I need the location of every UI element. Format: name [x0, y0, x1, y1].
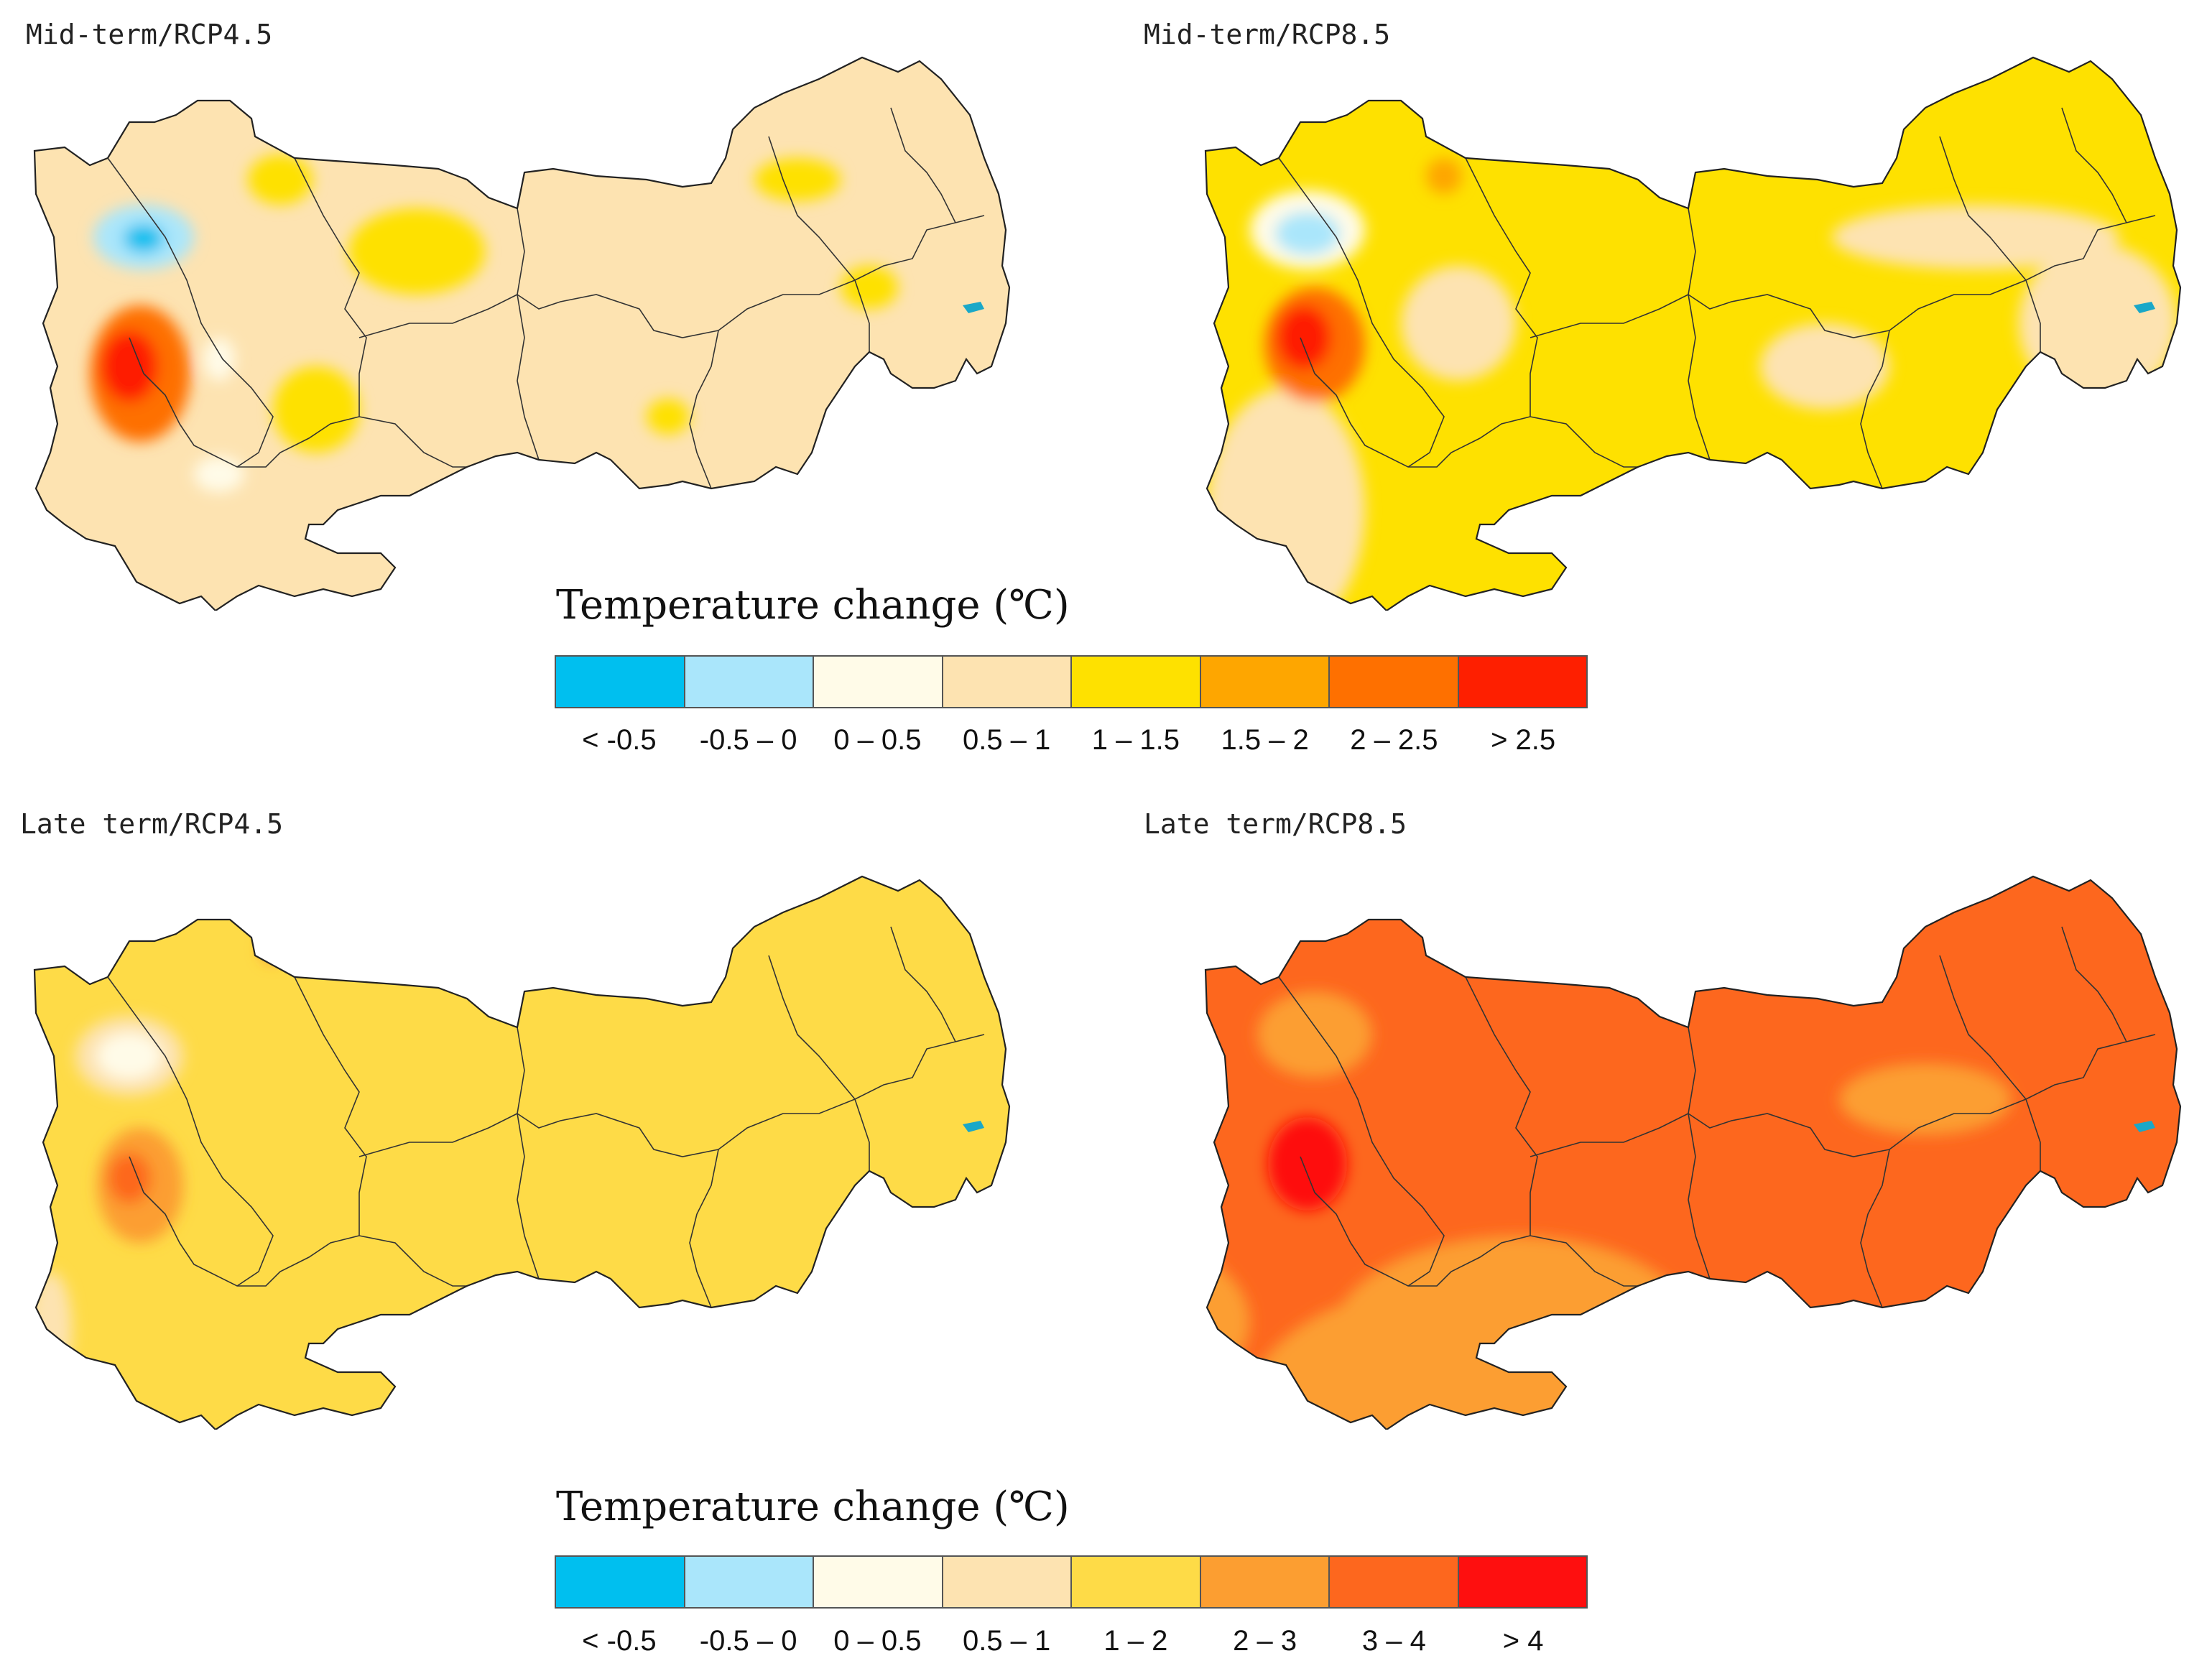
legend-label: > 2.5 [1491, 724, 1556, 756]
temperature-patch [273, 366, 359, 453]
water-body [2134, 1121, 2155, 1132]
temperature-patch [2019, 244, 2177, 402]
legend-swatch [556, 1557, 685, 1607]
temperature-patch [203, 338, 235, 381]
map-late-rcp45 [33, 875, 1011, 1430]
province-borders [1278, 926, 2156, 1308]
legend-title-mid: Temperature change (℃) [556, 582, 1070, 629]
map-outline [33, 56, 1011, 611]
legend-label: 0.5 – 1 [962, 1625, 1051, 1657]
map-region-fill [34, 876, 1009, 1430]
legend-swatch [556, 657, 685, 707]
temperature-patch [34, 1272, 72, 1387]
province-borders [1278, 107, 2156, 489]
legend-swatch [943, 657, 1072, 707]
water-body [2134, 302, 2155, 313]
legend-swatch [1072, 1557, 1201, 1607]
panel-title-late-rcp85: Late term/RCP8.5 [1144, 808, 1407, 840]
water-body [963, 302, 984, 313]
temperature-patch [2033, 1329, 2162, 1430]
temperature-patch [248, 154, 313, 205]
legend-swatch [814, 657, 943, 707]
temperature-patch [1401, 266, 1516, 381]
temperature-patch [1426, 158, 1462, 194]
temperature-patch [348, 208, 485, 295]
water-body [963, 1121, 984, 1132]
legend-label: 1 – 1.5 [1091, 724, 1180, 756]
legend-swatch [1330, 657, 1459, 707]
temperature-patch [101, 330, 158, 402]
map-outline [33, 875, 1011, 1430]
temperature-patch [260, 934, 286, 963]
legend-swatch [1458, 657, 1586, 707]
legend-swatch [814, 1557, 943, 1607]
temperature-patch [1268, 1117, 1347, 1211]
map-mid-rcp85 [1204, 56, 2182, 611]
province-borders [107, 107, 985, 489]
temperature-patch [1839, 1063, 2012, 1135]
temperature-patch [124, 224, 164, 253]
map-outline [1204, 875, 2182, 1430]
legend-labels-late: < -0.5 -0.5 – 0 0 – 0.5 0.5 – 1 1 – 2 2 – 3 3 … [555, 1625, 1588, 1661]
temperature-patch [1275, 212, 1340, 255]
temperature-patch [1760, 323, 1889, 409]
legend-swatch [1200, 1557, 1330, 1607]
legend-swatch [685, 657, 814, 707]
legend-label: 1.5 – 2 [1221, 724, 1309, 756]
panel-title-mid-rcp85: Mid-term/RCP8.5 [1144, 19, 1391, 50]
temperature-patch [108, 1153, 151, 1203]
temperature-patch [1277, 305, 1331, 370]
legend-swatch [1458, 1557, 1586, 1607]
legend-colorbar-late [555, 1555, 1588, 1609]
legend-colorbar-mid [555, 655, 1588, 708]
legend-swatch [1200, 657, 1330, 707]
panel-title-mid-rcp45: Mid-term/RCP4.5 [26, 19, 273, 50]
legend-label: < -0.5 [582, 1625, 657, 1657]
legend-label: -0.5 – 0 [699, 1625, 797, 1657]
legend-title-late: Temperature change (℃) [556, 1484, 1070, 1530]
legend-label: 2 – 3 [1233, 1625, 1297, 1657]
temperature-patch [647, 399, 690, 435]
legend-swatch [943, 1557, 1072, 1607]
map-mid-rcp45 [33, 56, 1011, 611]
legend-label: 0 – 0.5 [833, 724, 922, 756]
legend-label: 3 – 4 [1361, 1625, 1426, 1657]
temperature-patch [841, 266, 898, 309]
legend-label: -0.5 – 0 [699, 724, 797, 756]
legend-swatch [1330, 1557, 1459, 1607]
temperature-patch [194, 456, 244, 492]
temperature-patch [754, 158, 841, 201]
temperature-patch [1832, 205, 2119, 269]
map-late-rcp85 [1204, 875, 2182, 1430]
panel-title-late-rcp45: Late term/RCP4.5 [20, 808, 284, 840]
temperature-patch [97, 1033, 162, 1079]
legend-label: 0 – 0.5 [833, 1625, 922, 1657]
legend-swatch [1072, 657, 1201, 707]
map-region-fill [1206, 57, 2180, 611]
legend-label: 2 – 2.5 [1350, 724, 1438, 756]
legend-label: > 4 [1502, 1625, 1544, 1657]
legend-swatch [685, 1557, 814, 1607]
temperature-patch [1257, 991, 1372, 1078]
legend-labels-mid: < -0.5 -0.5 – 0 0 – 0.5 0.5 – 1 1 – 1.5 1.5 –… [555, 724, 1588, 760]
province-borders [107, 926, 985, 1308]
legend-label: 1 – 2 [1103, 1625, 1168, 1657]
legend-label: < -0.5 [582, 724, 657, 756]
legend-label: 0.5 – 1 [962, 724, 1051, 756]
map-outline [1204, 56, 2182, 611]
